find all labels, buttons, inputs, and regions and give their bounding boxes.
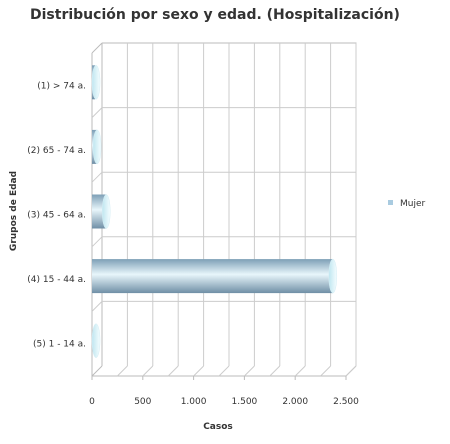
bar-cap bbox=[91, 65, 101, 100]
bar-cap bbox=[91, 323, 101, 358]
legend-swatch-mujer bbox=[388, 200, 393, 205]
x-tick-label: 2.500 bbox=[333, 397, 359, 407]
x-axis-title: Casos bbox=[203, 422, 233, 432]
grid bbox=[91, 42, 357, 377]
y-tick-labels: (1) > 74 a. (2) 65 - 74 a. (3) 45 - 64 a. (… bbox=[27, 81, 86, 349]
y-tick-label: (2) 65 - 74 a. bbox=[27, 146, 86, 156]
x-tick-label: 1.000 bbox=[181, 397, 207, 407]
legend-label-mujer: Mujer bbox=[400, 199, 426, 209]
x-tick-label: 1.500 bbox=[232, 397, 258, 407]
bar-cap bbox=[328, 258, 338, 294]
x-tick-labels: 0 500 1.000 1.500 2.000 2.500 bbox=[89, 376, 359, 407]
bar-cap bbox=[92, 129, 102, 165]
chart-title: Distribución por sexo y edad. (Hospitali… bbox=[30, 7, 400, 23]
y-tick-label: (4) 15 - 44 a. bbox=[27, 275, 86, 285]
x-tick-label: 500 bbox=[134, 397, 151, 407]
legend: Mujer bbox=[388, 199, 426, 209]
y-tick-label: (1) > 74 a. bbox=[37, 81, 86, 91]
bars bbox=[91, 65, 338, 358]
y-tick-label: (5) 1 - 14 a. bbox=[33, 340, 86, 350]
y-axis-title: Grupos de Edad bbox=[9, 171, 19, 251]
bar bbox=[92, 259, 333, 294]
x-tick-label: 2.000 bbox=[282, 397, 308, 407]
y-tick-label: (3) 45 - 64 a. bbox=[27, 211, 86, 221]
x-tick-label: 0 bbox=[89, 397, 95, 407]
bar-cap bbox=[101, 194, 111, 229]
